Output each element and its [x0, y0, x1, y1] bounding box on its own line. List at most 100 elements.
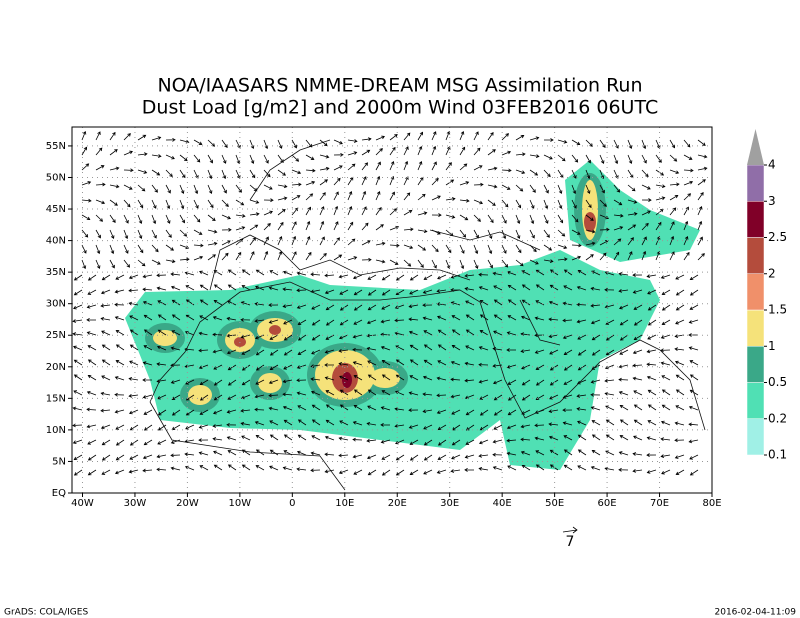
wind-arrow: [543, 259, 554, 263]
wind-arrow: [277, 139, 283, 149]
wind-arrow: [277, 250, 283, 261]
wind-arrow: [353, 389, 363, 396]
wind-arrow: [137, 214, 143, 225]
wind-arrow: [389, 161, 395, 171]
wind-arrow: [375, 191, 381, 201]
wind-arrow: [641, 222, 649, 231]
wind-arrow: [333, 221, 339, 231]
wind-arrow: [618, 272, 629, 276]
wind-arrow: [157, 314, 167, 321]
wind-arrow: [193, 229, 203, 235]
wind-arrow: [661, 404, 671, 411]
wind-arrow: [170, 346, 181, 351]
wind-arrow: [689, 289, 699, 296]
wind-arrow: [632, 349, 643, 355]
wind-arrow: [557, 257, 568, 262]
wind-arrow: [305, 206, 311, 216]
wind-arrow: [269, 349, 279, 356]
wind-arrow: [627, 251, 633, 261]
wind-arrow: [151, 199, 157, 209]
wind-arrow: [156, 286, 167, 291]
wind-arrow: [143, 345, 153, 351]
wind-arrow: [375, 224, 384, 231]
wind-arrow: [576, 394, 587, 398]
wind-arrow: [142, 287, 153, 292]
wind-arrow: [660, 420, 671, 426]
wind-arrow: [487, 184, 498, 189]
wind-arrow: [613, 213, 624, 218]
wind-arrow: [431, 161, 437, 171]
wind-arrow: [669, 139, 676, 149]
wind-arrow: [179, 257, 190, 262]
wind-arrow: [459, 146, 466, 156]
wind-arrow: [207, 169, 213, 180]
wind-arrow: [591, 420, 601, 426]
wind-arrow: [697, 139, 706, 146]
wind-arrow: [86, 390, 97, 396]
wind-arrow: [353, 405, 363, 411]
wind-arrow: [283, 434, 293, 441]
wind-arrow: [241, 379, 251, 386]
wind-arrow: [501, 184, 511, 190]
wind-arrow: [591, 434, 601, 441]
wind-arrow: [73, 454, 83, 461]
wind-arrow: [520, 437, 531, 442]
wind-arrow: [689, 454, 699, 460]
wind-arrow: [641, 250, 647, 261]
wind-arrow: [529, 169, 539, 176]
wind-arrow: [128, 274, 139, 280]
wind-arrow: [339, 420, 349, 426]
wind-arrow: [389, 175, 395, 186]
wind-arrow: [534, 423, 545, 428]
wind-arrow: [548, 422, 559, 427]
wind-arrow: [613, 169, 619, 179]
wind-arrow: [437, 424, 447, 431]
wind-arrow: [291, 169, 302, 175]
wind-arrow: [101, 344, 111, 351]
wind-arrow: [352, 274, 363, 280]
coastline: [149, 281, 706, 431]
wind-arrow: [115, 274, 125, 280]
wind-arrow: [213, 284, 223, 291]
wind-arrow: [123, 133, 131, 141]
wind-arrow: [647, 289, 657, 295]
wind-arrow: [199, 315, 209, 321]
colorbar-box: [746, 273, 765, 311]
wind-arrow: [548, 334, 559, 339]
wind-arrow: [128, 301, 139, 306]
y-tick-label: 55N: [46, 141, 66, 152]
wind-arrow: [81, 214, 91, 220]
wind-arrow: [73, 390, 83, 396]
wind-arrow: [170, 272, 181, 277]
wind-arrow: [479, 394, 489, 400]
wind-arrow: [109, 259, 115, 269]
wind-arrow: [361, 240, 371, 246]
footer-right: 2016-02-04-11:09: [715, 608, 797, 618]
wind-arrow: [221, 184, 227, 194]
wind-arrow: [618, 289, 629, 293]
wind-arrow: [646, 362, 657, 367]
wind-arrow: [207, 254, 216, 261]
wind-arrow: [507, 299, 517, 306]
wind-arrow: [137, 152, 148, 157]
wind-arrow: [283, 349, 293, 356]
wind-arrow: [571, 154, 579, 163]
wind-arrow: [403, 160, 409, 171]
wind-arrow: [123, 184, 133, 190]
wind-arrow: [193, 139, 203, 145]
title-line: NOA/IAASARS NMME-DREAM MSG Assimilation …: [157, 75, 642, 97]
wind-arrow: [184, 452, 195, 457]
wind-arrow: [529, 136, 540, 141]
wind-arrow: [683, 139, 691, 148]
wind-arrow: [101, 469, 111, 475]
wind-arrow: [669, 251, 675, 261]
wind-arrow: [655, 221, 662, 231]
wind-arrow: [123, 214, 129, 224]
colorbar-over: [747, 129, 764, 165]
wind-arrow: [473, 259, 479, 269]
wind-arrow: [501, 150, 512, 156]
wind-arrow: [403, 259, 412, 267]
wind-arrow: [619, 405, 629, 411]
wind-arrow: [683, 154, 693, 160]
wind-arrow: [465, 329, 475, 336]
